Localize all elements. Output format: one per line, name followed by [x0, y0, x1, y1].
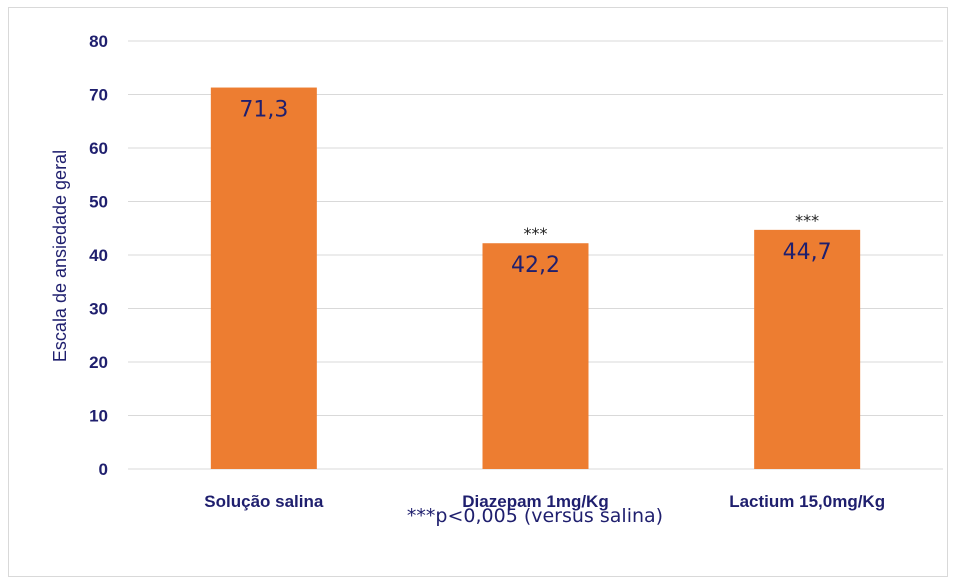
y-tick-label: 80 [89, 32, 108, 51]
y-axis-label: Escala de ansiedade geral [50, 150, 70, 362]
significance-mark: *** [795, 211, 819, 230]
x-tick-label: Diazepam 1mg/Kg [462, 492, 608, 511]
bar [482, 243, 589, 469]
bars [210, 87, 861, 470]
y-axis-ticks: 0 10 20 30 40 50 60 70 80 [89, 32, 108, 479]
x-tick-label: Lactium 15,0mg/Kg [729, 492, 885, 511]
y-tick-label: 60 [89, 139, 108, 158]
y-tick-label: 40 [89, 246, 108, 265]
significance-marks: *** *** [524, 211, 820, 243]
y-tick-label: 0 [99, 460, 108, 479]
significance-footnote: ***p<0,005 (versus salina) [407, 505, 663, 527]
significance-mark: *** [524, 224, 548, 243]
y-tick-label: 50 [89, 193, 108, 212]
x-axis-categories: Solução salina Diazepam 1mg/Kg Lactium 15,… [204, 492, 885, 511]
data-labels: 71,3 42,2 44,7 [239, 98, 831, 279]
data-label: 42,2 [511, 253, 560, 278]
y-tick-label: 70 [89, 86, 108, 105]
y-tick-label: 10 [89, 407, 108, 426]
x-tick-label: Solução salina [204, 492, 324, 511]
y-tick-label: 20 [89, 353, 108, 372]
bar [210, 87, 317, 470]
y-tick-label: 30 [89, 300, 108, 319]
bar [754, 229, 861, 469]
data-label: 71,3 [239, 98, 288, 123]
data-label: 44,7 [783, 240, 832, 265]
